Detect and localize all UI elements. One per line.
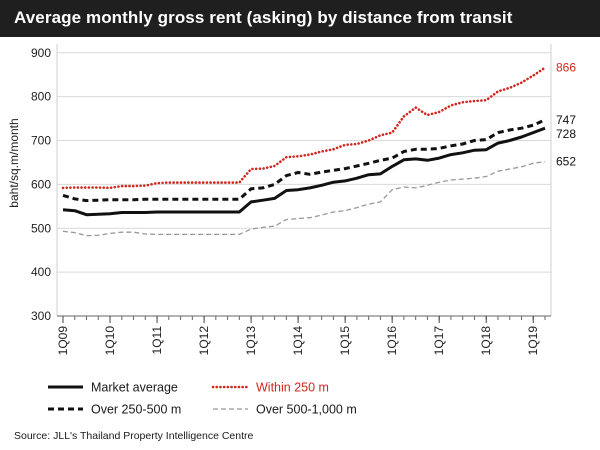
series-lines — [61, 66, 547, 237]
end-label: 866 — [556, 61, 576, 75]
legend-label: Over 250-500 m — [91, 403, 181, 417]
end-label: 652 — [556, 155, 576, 169]
y-tick-label: 900 — [31, 46, 51, 60]
x-tick-label: 1Q12 — [197, 326, 211, 356]
x-tick-label: 1Q16 — [385, 326, 399, 356]
x-tick-label: 1Q19 — [526, 326, 540, 356]
gridlines — [56, 44, 552, 317]
y-tick-label: 400 — [31, 265, 51, 279]
y-tick-label: 300 — [31, 309, 51, 323]
x-tick-label: 1Q18 — [479, 326, 493, 356]
series-line-within-250-m — [61, 66, 547, 190]
x-tick-label: 1Q14 — [291, 326, 305, 356]
y-axis-label: baht/sq.m/month — [7, 118, 21, 207]
x-tick-label: 1Q15 — [338, 326, 352, 356]
legend: Market average Within 250 m Over 250-500 m… — [48, 381, 357, 417]
x-axis: 1Q09 1Q10 1Q11 1Q12 1Q13 1Q14 1Q15 1Q16 1Q17 1Q18… — [56, 315, 551, 356]
x-tick-label: 1Q17 — [432, 326, 446, 356]
y-tick-label: 500 — [31, 221, 51, 235]
end-label: 747 — [556, 113, 576, 127]
source-note: Source: JLL's Thailand Property Intellig… — [14, 430, 254, 442]
x-tick-label: 1Q09 — [56, 326, 70, 356]
end-label: 728 — [556, 127, 576, 141]
legend-label: Over 500-1,000 m — [256, 403, 357, 417]
x-tick-label: 1Q13 — [244, 326, 258, 356]
chart-title: Average monthly gross rent (asking) by d… — [14, 8, 513, 27]
legend-label: Within 250 m — [256, 381, 329, 395]
y-tick-label: 700 — [31, 134, 51, 148]
y-tick-label: 800 — [31, 90, 51, 104]
legend-label: Market average — [91, 381, 178, 395]
y-tick-label: 600 — [31, 177, 51, 191]
x-tick-label: 1Q11 — [150, 326, 164, 355]
title-bar: Average monthly gross rent (asking) by d… — [0, 0, 600, 37]
series-line-over-250-500-m — [62, 118, 546, 203]
y-axis-ticks: 300 400 500 600 700 800 900 — [31, 46, 51, 323]
series-line-over-500-1-000-m — [62, 160, 546, 237]
x-tick-label: 1Q10 — [103, 326, 117, 356]
series-line-market-average — [62, 126, 546, 217]
